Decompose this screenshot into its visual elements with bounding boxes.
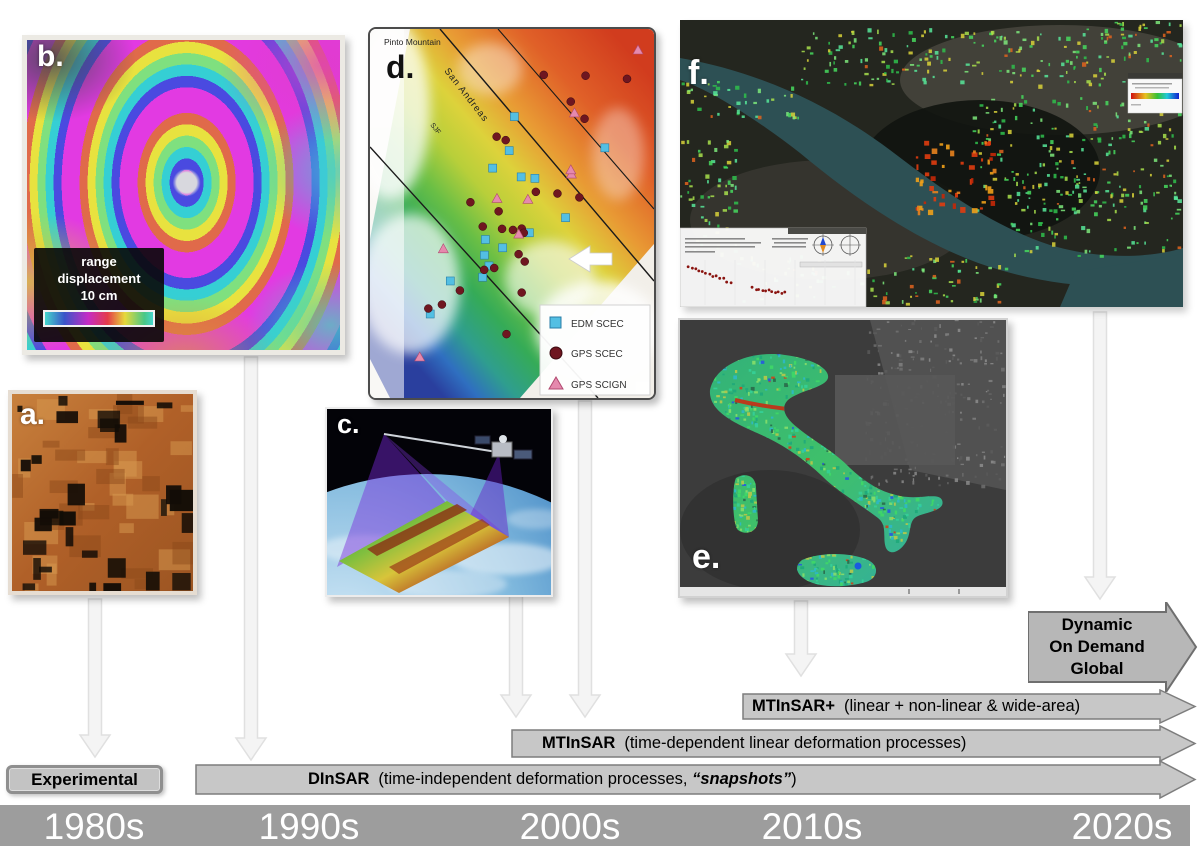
dinsar-desc-pre: (time-independent deformation processes, bbox=[378, 770, 693, 788]
dinsar-desc-snapshots: “snapshots” bbox=[692, 770, 792, 788]
velocity-map-graphic: EDM SCEC GPS SCEC GPS SCIGN Pinto Mounta… bbox=[370, 29, 654, 398]
legend-edm-symbol bbox=[549, 316, 562, 329]
bay-water bbox=[1060, 254, 1183, 307]
down-arrow-b bbox=[234, 356, 268, 762]
dinsar-desc-post: ) bbox=[791, 770, 797, 788]
future-phase-arrow-box: Dynamic On Demand Global bbox=[1027, 598, 1200, 697]
fjord-water bbox=[680, 58, 1183, 287]
map-direction-arrow bbox=[568, 245, 613, 273]
dinsar-name: DInSAR bbox=[308, 770, 370, 788]
timeseries-scatter bbox=[686, 265, 787, 295]
radar-beam bbox=[384, 434, 509, 537]
map-legend: EDM SCEC GPS SCEC GPS SCIGN bbox=[539, 304, 651, 396]
map-place-label: Pinto Mountain bbox=[384, 37, 441, 47]
scale-title-line2: displacement bbox=[57, 270, 141, 286]
compass-icon bbox=[812, 234, 834, 256]
down-arrow-a bbox=[78, 598, 112, 759]
down-arrow-e bbox=[784, 600, 818, 678]
future-line1: Dynamic bbox=[1061, 615, 1133, 634]
satellite-body bbox=[474, 435, 533, 460]
scrollbar[interactable] bbox=[680, 587, 1006, 596]
deformation-scene-graphic bbox=[679, 20, 1202, 308]
radar-swath bbox=[339, 501, 509, 593]
mtinsar-plus-bar-text: MTInSAR+ (linear + non-linear & wide-area… bbox=[743, 694, 1080, 719]
legend-gps-label: GPS SCEC bbox=[571, 349, 623, 360]
dinsar-era-bar: DInSAR (time-independent deformation proc… bbox=[195, 759, 1199, 800]
range-displacement-scale: range displacement 10 cm bbox=[34, 248, 164, 342]
panel-f-3d-deformation-image: f. bbox=[679, 20, 1202, 308]
panel-e-label: e. bbox=[692, 538, 721, 576]
mtinsar-era-bar: MTInSAR (time-dependent linear deformatio… bbox=[511, 724, 1199, 763]
panel-e-italy-map-image: e. bbox=[678, 318, 1008, 598]
sar-patchwork-graphic bbox=[12, 394, 204, 598]
radar-beam bbox=[337, 434, 447, 567]
panel-a-label: a. bbox=[20, 398, 46, 431]
scale-title-line1: range bbox=[81, 254, 117, 269]
mtinsar-name: MTInSAR bbox=[542, 734, 616, 752]
mtinsar-plus-name: MTInSAR+ bbox=[752, 697, 835, 715]
experimental-phase-box: Experimental bbox=[6, 765, 163, 794]
legend-gps-symbol bbox=[549, 346, 563, 360]
legend-scign-label: GPS SCIGN bbox=[571, 380, 627, 391]
legend-edm-label: EDM SCEC bbox=[571, 319, 624, 330]
mtinsar-plus-desc: (linear + non-linear & wide-area) bbox=[843, 697, 1081, 715]
legend-scign-symbol bbox=[548, 376, 564, 390]
panel-f-label: f. bbox=[688, 54, 709, 92]
decade-2010s: 2010s bbox=[761, 806, 863, 846]
panel-d-velocity-map-image: EDM SCEC GPS SCEC GPS SCIGN Pinto Mounta… bbox=[368, 27, 656, 400]
panel-d-label: d. bbox=[386, 49, 415, 85]
future-line3: Global bbox=[1070, 659, 1124, 678]
legend-color-bar bbox=[1131, 93, 1179, 99]
satellite-mast bbox=[383, 433, 498, 453]
fault-line bbox=[439, 29, 654, 282]
panel-b-interferogram-image: b. range displacement 10 cm bbox=[22, 35, 345, 355]
panel-a-experimental-sar-image: a. bbox=[8, 390, 204, 598]
future-line2: On Demand bbox=[1049, 637, 1145, 656]
mtinsar-plus-era-bar: MTInSAR+ (linear + non-linear & wide-area… bbox=[742, 688, 1199, 725]
future-phase-text: Dynamic On Demand Global bbox=[1028, 612, 1166, 682]
panel-c-satellite-image: c. bbox=[142, 407, 712, 846]
panel-b-label: b. bbox=[37, 40, 64, 73]
satellite-graphic bbox=[142, 409, 712, 846]
decade-1980s: 1980s bbox=[43, 806, 145, 846]
italy-map-graphic bbox=[680, 320, 1006, 590]
color-scale-bar bbox=[43, 309, 155, 327]
dinsar-bar-text: DInSAR (time-independent deformation proc… bbox=[196, 765, 797, 794]
decade-2000s: 2000s bbox=[519, 806, 621, 846]
down-arrow-c bbox=[499, 595, 533, 719]
decade-2020s: 2020s bbox=[1071, 806, 1173, 846]
down-arrow-f bbox=[1083, 311, 1117, 601]
scene-legend bbox=[1127, 73, 1183, 114]
scale-title-line3: 10 cm bbox=[80, 287, 118, 303]
panel-c-label: c. bbox=[337, 409, 360, 439]
adriatic-sea bbox=[835, 375, 955, 465]
fault-line bbox=[497, 29, 654, 210]
down-arrow-d bbox=[568, 400, 602, 719]
info-panel bbox=[679, 227, 867, 308]
decade-1990s: 1990s bbox=[258, 806, 360, 846]
compass-icon bbox=[839, 234, 861, 256]
decade-axis-band: 1980s 1990s 2000s 2010s 2020s bbox=[0, 805, 1190, 846]
mtinsar-desc: (time-dependent linear deformation proce… bbox=[624, 734, 967, 752]
mtinsar-bar-text: MTInSAR (time-dependent linear deformatio… bbox=[512, 730, 966, 757]
